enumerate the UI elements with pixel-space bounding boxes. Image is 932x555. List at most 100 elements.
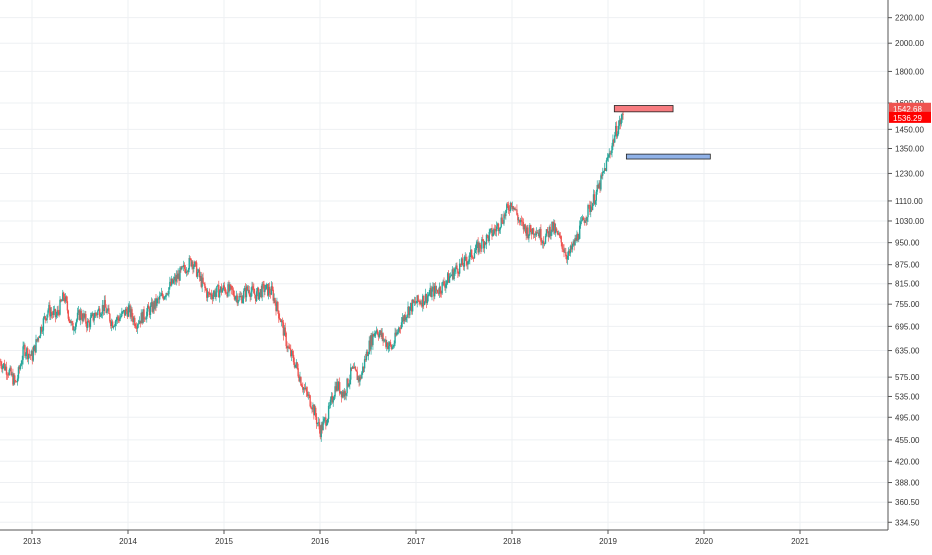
candle-body [467,261,469,265]
candle-body [434,285,437,291]
candle-body [221,289,224,293]
y-tick-label: 535.00 [895,392,920,401]
candle-body [171,278,174,284]
candle-body [311,408,313,410]
candle-body [297,368,299,377]
candle-body [401,317,404,323]
candle-body [460,258,463,265]
candle-body [289,348,291,349]
candle-body [346,378,348,394]
candle-body [477,242,479,253]
candle-body [279,319,282,323]
candle-body [450,275,453,277]
candle-body [176,275,178,279]
candle-body [373,333,375,337]
candle-body [580,220,583,222]
candle-body [104,300,106,308]
candle-body [576,234,578,241]
y-tick-label: 950.00 [895,239,920,248]
candle-body [45,318,47,320]
candle-body [399,328,402,329]
candle-body [595,191,598,201]
candle-body [84,314,86,318]
candle-body [62,292,65,298]
candle-body [265,284,267,291]
candle-body [326,423,328,426]
y-tick-label: 388.00 [895,479,920,488]
candle-body [506,204,509,207]
candle-body [254,294,257,301]
candle-body [495,226,498,232]
candle-body [554,228,557,233]
candle-body [82,313,84,321]
candle-body [2,365,4,370]
candle-body [222,285,225,290]
candle-body [242,291,245,299]
candle-body [257,288,260,300]
candle-body [102,305,105,312]
candle-body [439,286,442,294]
candle-body [191,261,193,267]
candle-body [83,313,85,318]
candle-body [192,261,194,270]
candle-body [121,311,123,317]
candle-body [110,321,113,326]
candle-body [440,293,442,294]
candle-body [51,313,54,315]
candle-body [46,314,48,320]
candle-body [309,395,311,407]
candle-body [398,327,400,332]
candle-body [38,337,40,339]
candle-body [173,276,176,281]
candle-body [157,298,159,300]
candle-body [486,234,489,236]
candle-body [224,288,226,293]
candle-body [528,234,530,239]
blue-zone [625,153,711,160]
candle-body [597,184,599,189]
candle-body [489,229,491,232]
candle-body [267,287,270,296]
candle-body [607,156,610,158]
candle-body [483,242,486,249]
candle-body [43,316,46,319]
candle-body [325,417,327,426]
candle-body [363,359,366,369]
candle-body [370,335,372,350]
candle-body [268,287,271,294]
candle-body [376,330,379,335]
candle-body [328,405,331,407]
candle-body [469,252,471,260]
candle-body [360,376,362,379]
candle-body [86,323,88,328]
candle-body [188,257,190,270]
candle-body [282,322,285,336]
candle-body [131,309,133,318]
candle-body [159,295,162,297]
candle-body [465,256,467,262]
candle-body [194,261,196,267]
candle-body [118,318,120,321]
candle-body [85,314,87,324]
candle-body [175,275,178,282]
candle-body [23,345,25,347]
candle-body [313,405,315,416]
candle-body [8,370,10,375]
candle-body [321,424,323,431]
candle-body [457,268,459,274]
candle-body [174,276,177,282]
candle-body [586,217,588,221]
candle-body [202,277,204,283]
candle-body [510,202,513,208]
candle-body [524,224,526,229]
candle-body [513,207,515,210]
candle-body [454,269,456,272]
candle-body [225,292,227,294]
candle-body [296,362,298,369]
candle-body [458,273,460,275]
candle-body [161,293,164,297]
candle-body [503,214,505,224]
candle-body [557,233,560,235]
candle-body [244,287,247,298]
candle-body [99,315,102,317]
